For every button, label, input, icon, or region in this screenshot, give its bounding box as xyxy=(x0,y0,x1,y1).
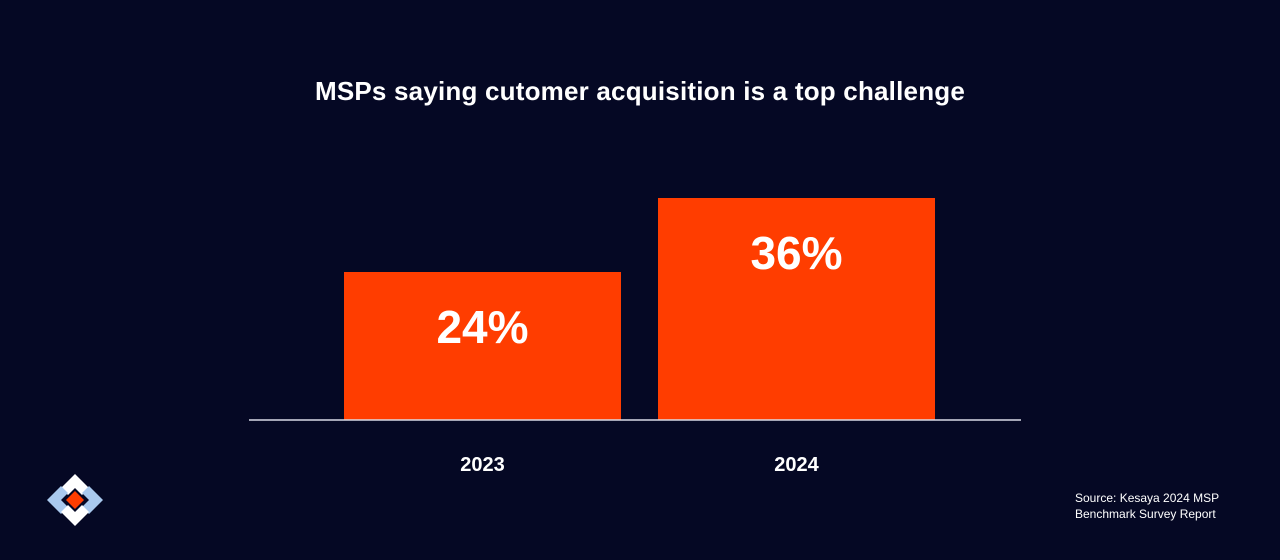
x-tick-label: 2023 xyxy=(460,454,505,476)
bar-2024 xyxy=(658,198,935,420)
bar-value-label: 36% xyxy=(750,227,842,279)
bar-value-label: 24% xyxy=(436,301,528,353)
chart-title: MSPs saying cutomer acquisition is a top… xyxy=(314,76,966,106)
source-line-2: Benchmark Survey Report xyxy=(1075,507,1216,521)
diamond-brackets-logo-icon xyxy=(47,474,103,526)
x-tick-label: 2024 xyxy=(774,454,819,476)
bar-2023 xyxy=(344,272,621,420)
source-note: Source: Kesaya 2024 MSP Benchmark Survey… xyxy=(1075,490,1265,522)
source-line-1: Source: Kesaya 2024 MSP xyxy=(1075,491,1220,505)
